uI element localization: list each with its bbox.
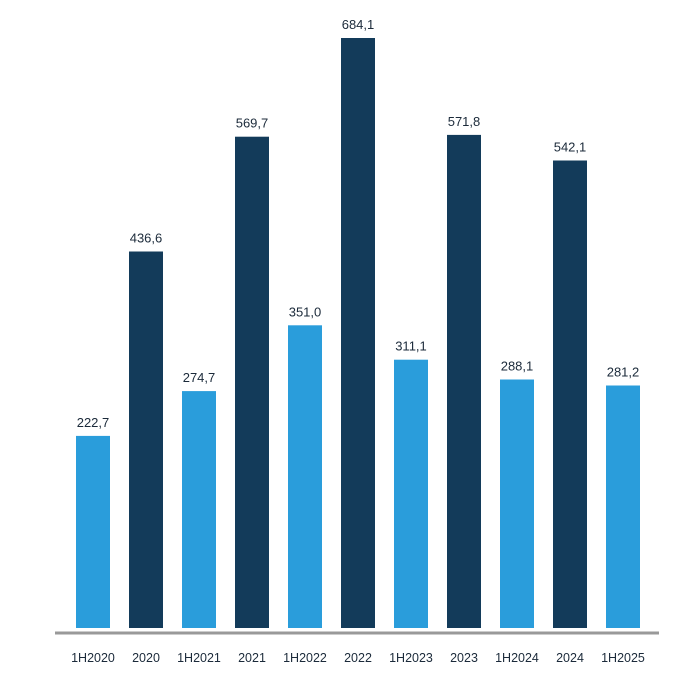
bar-2023	[447, 134, 481, 628]
x-tick-label-2020: 2020	[132, 651, 160, 665]
x-tick-label-1h2020: 1H2020	[71, 651, 115, 665]
bar-1h2024	[500, 379, 534, 628]
x-tick-label-1h2025: 1H2025	[601, 651, 645, 665]
value-label-1h2020: 222,7	[77, 415, 110, 430]
x-tick-label-1h2021: 1H2021	[177, 651, 221, 665]
bar-1h2023	[394, 359, 428, 628]
value-label-1h2021: 274,7	[183, 370, 216, 385]
bar-1h2025	[606, 385, 640, 628]
bar-2020	[129, 251, 163, 628]
bar-2022	[341, 38, 375, 628]
bar-1h2021	[182, 391, 216, 628]
bars-group	[76, 38, 640, 628]
x-tick-label-2021: 2021	[238, 651, 266, 665]
value-labels-group: 222,7 436,6 274,7 569,7 351,0 684,1 311,1 571,8…	[77, 17, 640, 430]
value-label-1h2025: 281,2	[607, 365, 640, 380]
x-tick-label-1h2023: 1H2023	[389, 651, 433, 665]
x-tick-label-2022: 2022	[344, 651, 372, 665]
bar-1h2022	[288, 325, 322, 628]
x-tick-label-2023: 2023	[450, 651, 478, 665]
bar-2024	[553, 160, 587, 628]
value-label-1h2023: 311,1	[395, 339, 427, 354]
x-tick-label-1h2024: 1H2024	[495, 651, 539, 665]
bar-2021	[235, 136, 269, 628]
value-label-1h2022: 351,0	[289, 304, 322, 319]
value-label-2023: 571,8	[448, 114, 481, 129]
value-label-1h2024: 288,1	[501, 359, 534, 374]
x-tick-label-1h2022: 1H2022	[283, 651, 327, 665]
value-label-2024: 542,1	[554, 140, 587, 155]
bar-1h2020	[76, 435, 110, 628]
x-tick-label-2024: 2024	[556, 651, 584, 665]
x-tick-labels-group: 1H2020 2020 1H2021 2021 1H2022 2022 1H2023 2023…	[71, 651, 645, 665]
value-label-2021: 569,7	[236, 116, 269, 131]
value-label-2022: 684,1	[342, 17, 375, 32]
value-label-2020: 436,6	[130, 231, 163, 246]
